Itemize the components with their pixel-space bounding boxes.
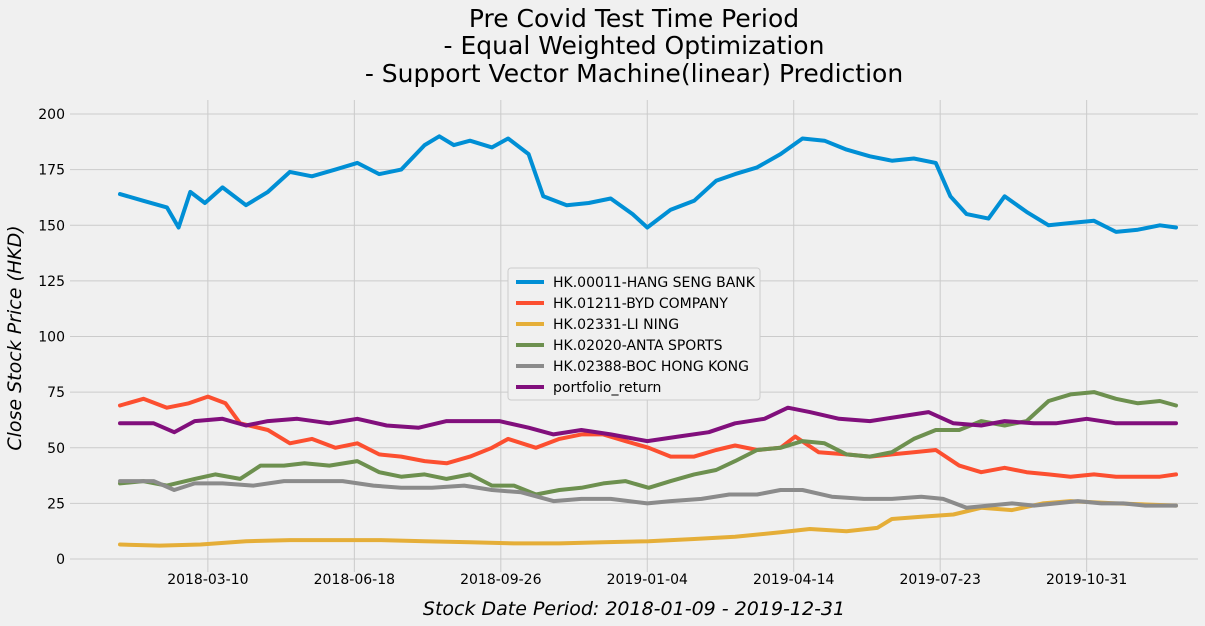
x-tick-label: 2019-01-04 xyxy=(607,572,688,588)
y-tick-label: 175 xyxy=(38,163,65,179)
chart-title: Pre Covid Test Time Period - Equal Weigh… xyxy=(365,4,903,88)
y-tick-label: 200 xyxy=(38,107,65,123)
y-tick-label: 100 xyxy=(38,330,65,346)
legend: HK.00011-HANG SENG BANK HK.01211-BYD COMP… xyxy=(507,267,761,401)
y-tick-label: 50 xyxy=(47,441,65,457)
series-lines xyxy=(118,134,1178,548)
y-tick-label: 25 xyxy=(47,496,65,512)
title-line-1: Pre Covid Test Time Period xyxy=(469,4,799,33)
y-tick-label: 125 xyxy=(38,274,65,290)
series-line-1 xyxy=(118,394,1178,479)
title-line-3: - Support Vector Machine(linear) Predict… xyxy=(365,59,903,88)
x-tick-label: 2019-10-31 xyxy=(1046,572,1127,588)
y-tick-label: 150 xyxy=(38,218,65,234)
legend-label: HK.02020-ANTA SPORTS xyxy=(553,338,723,354)
series-line-0 xyxy=(118,134,1178,234)
x-tick-label: 2019-04-14 xyxy=(753,572,834,588)
series-line-4 xyxy=(118,479,1178,510)
legend-label: HK.02388-BOC HONG KONG xyxy=(553,359,749,375)
y-axis-label: Close Stock Price (HKD) xyxy=(4,225,26,450)
x-tick-label: 2018-09-26 xyxy=(460,572,541,588)
legend-frame xyxy=(507,267,761,401)
legend-label: HK.01211-BYD COMPANY xyxy=(553,296,728,312)
legend-label: portfolio_return xyxy=(553,380,661,396)
series-line-2 xyxy=(118,499,1178,548)
legend-label: HK.00011-HANG SENG BANK xyxy=(553,275,756,291)
title-line-2: - Equal Weighted Optimization xyxy=(444,31,825,60)
legend-label: HK.02331-LI NING xyxy=(553,317,679,333)
y-tick-label: 0 xyxy=(56,552,65,568)
x-axis-label: Stock Date Period: 2018-01-09 - 2019-12-… xyxy=(423,598,845,620)
y-tick-label: 75 xyxy=(47,385,65,401)
series-line-5 xyxy=(118,405,1178,444)
x-tick-label: 2019-07-23 xyxy=(900,572,981,588)
axis-ticks: 0 25 50 75 100 125 150 175 200 2018-03-10 2018-06-… xyxy=(38,107,1127,588)
x-tick-label: 2018-03-10 xyxy=(167,572,248,588)
x-tick-label: 2018-06-18 xyxy=(314,572,395,588)
series-line-3 xyxy=(118,390,1178,497)
